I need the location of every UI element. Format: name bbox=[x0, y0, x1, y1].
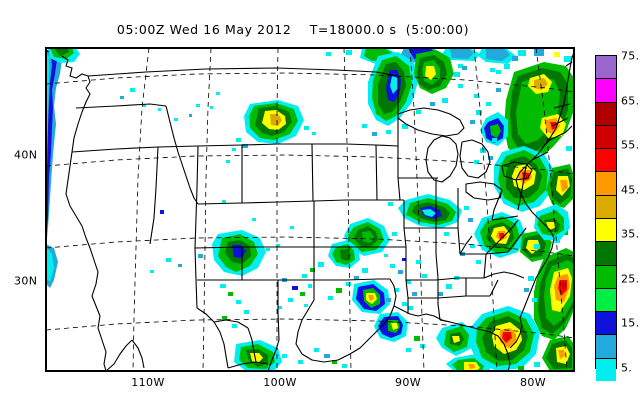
echo-northern-rockies bbox=[226, 100, 316, 163]
y-tick-30n: 30N bbox=[14, 274, 38, 288]
map-boundaries bbox=[61, 51, 574, 371]
colorbar-tick-65: 65. bbox=[621, 94, 640, 108]
colorbar-band-dark-red bbox=[596, 101, 616, 125]
reflectivity-colorbar bbox=[595, 55, 617, 381]
colorbar-band-purple bbox=[596, 56, 616, 79]
colorbar-tick-35: 35. bbox=[621, 227, 640, 241]
echo-carolinas bbox=[460, 212, 568, 264]
colorbar-band-red bbox=[596, 124, 616, 149]
x-tick-90w: 90W bbox=[394, 376, 422, 389]
echo-ohio-valley bbox=[302, 194, 473, 278]
map-plot-area bbox=[45, 47, 575, 372]
colorbar-band-light-blue bbox=[596, 334, 616, 358]
colorbar-tick-labels: 75. 65. 55. 45. 35. 25. 15. 5. bbox=[619, 47, 640, 377]
colorbar-band-orange bbox=[596, 171, 616, 195]
echo-atlantic-offshore bbox=[524, 204, 574, 371]
colorbar-tick-55: 55. bbox=[621, 138, 640, 152]
page-title: 05:00Z Wed 16 May 2012 T=18000.0 s (5:00… bbox=[116, 22, 470, 37]
echo-upper-midwest bbox=[362, 50, 501, 136]
lat-lon-gridlines bbox=[46, 48, 574, 371]
colorbar-tick-75: 75. bbox=[621, 49, 640, 63]
echo-northern-mexico bbox=[234, 340, 347, 371]
colorbar-tick-5: 5. bbox=[621, 361, 633, 375]
x-tick-110w: 110W bbox=[131, 376, 165, 389]
colorbar-band-dark-green bbox=[596, 241, 616, 265]
echo-northwest-interior bbox=[120, 88, 220, 121]
x-tick-80w: 80W bbox=[519, 376, 547, 389]
colorbar-band-magenta bbox=[596, 78, 616, 102]
colorbar-band-bright-red bbox=[596, 148, 616, 172]
radar-reflectivity-map bbox=[46, 48, 574, 371]
colorbar-band-cyan bbox=[596, 357, 616, 381]
x-tick-100w: 100W bbox=[263, 376, 297, 389]
y-tick-40n: 40N bbox=[14, 148, 38, 162]
colorbar-band-blue bbox=[596, 311, 616, 335]
colorbar-tick-15: 15. bbox=[621, 316, 640, 330]
echo-colorado-plateau bbox=[150, 210, 294, 328]
colorbar-band-yellow bbox=[596, 217, 616, 242]
colorbar-band-light-green bbox=[596, 287, 616, 312]
echo-pacific-coast bbox=[46, 48, 80, 288]
colorbar-tick-25: 25. bbox=[621, 272, 640, 286]
colorbar-band-dark-yellow bbox=[596, 194, 616, 218]
echo-florida bbox=[436, 306, 549, 371]
colorbar-tick-45: 45. bbox=[621, 183, 640, 197]
echo-south-texas bbox=[352, 254, 425, 352]
reflectivity-field bbox=[46, 48, 574, 371]
colorbar-band-green bbox=[596, 264, 616, 288]
